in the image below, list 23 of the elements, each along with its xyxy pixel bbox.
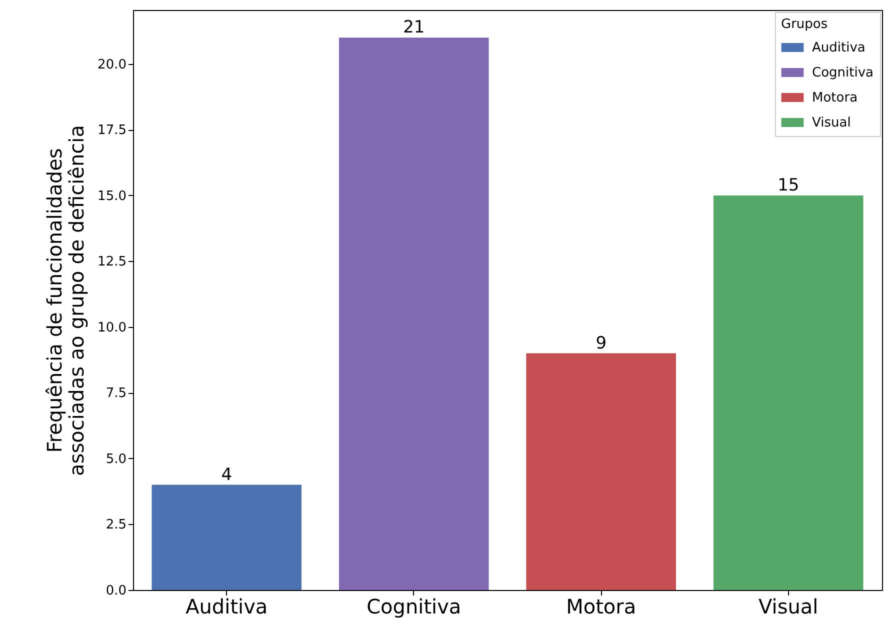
legend-title: Grupos	[781, 17, 828, 32]
legend-label: Auditiva	[812, 40, 866, 56]
x-tick-label: Auditiva	[186, 594, 268, 618]
x-tick-label: Motora	[566, 594, 636, 618]
x-tick-label: Cognitiva	[366, 594, 462, 618]
data-label: 4	[221, 464, 232, 485]
y-tick-label: 10.0	[98, 320, 126, 336]
data-label: 15	[778, 175, 800, 196]
y-tick-label: 12.5	[98, 254, 126, 270]
y-tick-label: 17.5	[98, 123, 126, 138]
x-tick-label: Visual	[758, 594, 818, 618]
legend-label: Cognitiva	[812, 66, 874, 80]
data-label: 21	[403, 18, 425, 38]
y-tick-label: 20.0	[98, 57, 126, 72]
y-tick-label: 7.5	[106, 386, 126, 402]
legend-label: Visual	[812, 116, 851, 130]
y-tick-label: 2.5	[106, 518, 126, 533]
legend-label: Motora	[812, 90, 858, 106]
y-tick-label: 15.0	[98, 188, 126, 204]
data-label: 9	[596, 333, 607, 354]
y-tick-label: 0.0	[106, 584, 126, 598]
y-axis-title: Frequência de funcionalidades associadas ao grupo de deficiência	[42, 125, 89, 476]
y-tick-label: 5.0	[106, 452, 126, 467]
